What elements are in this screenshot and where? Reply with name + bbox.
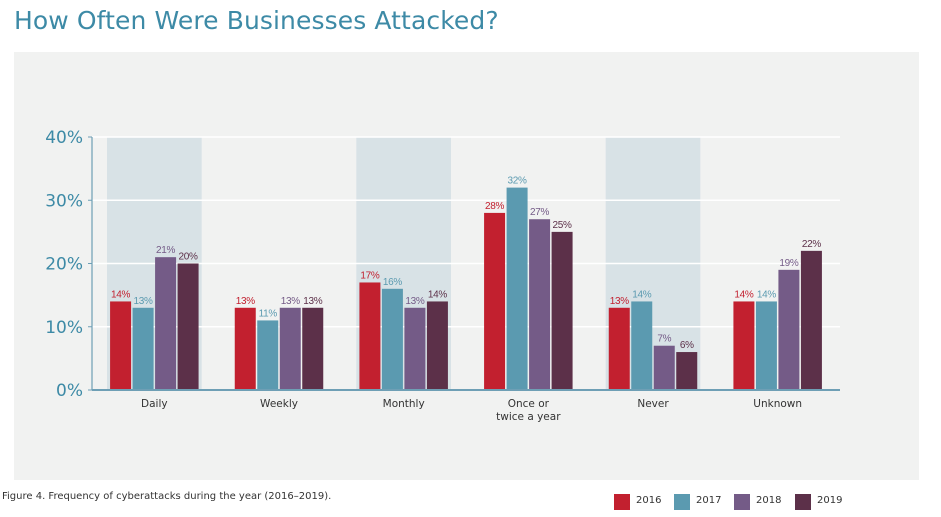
data-label: 14% (632, 289, 652, 300)
legend-swatch-2016 (614, 494, 630, 510)
legend-swatch-2018 (734, 494, 750, 510)
bar-2018 (778, 269, 800, 390)
bar-2017 (506, 187, 528, 390)
bar-2019 (800, 250, 822, 390)
data-label: 16% (383, 277, 403, 288)
bar-2016 (234, 307, 256, 390)
bar-2018 (279, 307, 301, 390)
x-tick-label: Unknown (753, 398, 802, 410)
data-label: 14% (111, 289, 131, 300)
data-label: 14% (734, 289, 754, 300)
legend-swatch-2017 (674, 494, 690, 510)
data-label: 6% (680, 340, 694, 351)
data-label: 14% (757, 289, 777, 300)
legend-label-2016: 2016 (636, 495, 662, 506)
data-label: 13% (610, 296, 630, 307)
x-tick-label: Weekly (260, 398, 298, 410)
bar-2018 (653, 345, 675, 390)
bar-chart: 0%10%20%30%40%14%13%21%20%Daily13%11%13%… (45, 128, 840, 423)
bar-2016 (359, 282, 381, 390)
data-label: 7% (657, 334, 671, 345)
x-tick-label: Once or (508, 398, 550, 410)
x-tick-label: Daily (141, 398, 168, 410)
bar-2019 (426, 301, 448, 390)
bar-2017 (631, 301, 653, 390)
legend-label-2018: 2018 (756, 495, 782, 506)
bar-2018 (529, 219, 551, 390)
data-label: 25% (553, 220, 573, 231)
y-tick-label: 0% (56, 381, 83, 401)
chart-panel: 0% 10% 20% 30% 40% 14% 13% 21% 20% Daily 13% 11% 13%… (14, 52, 919, 510)
data-label: 22% (802, 239, 822, 250)
data-label: 13% (405, 296, 425, 307)
bar-2019 (302, 307, 324, 390)
legend-label-2017: 2017 (696, 495, 722, 506)
x-tick-label: twice a year (496, 411, 561, 423)
y-tick-label: 30% (45, 191, 83, 211)
y-tick-label: 20% (45, 255, 83, 275)
data-label: 13% (134, 296, 154, 307)
bar-2019 (551, 231, 573, 390)
data-label: 13% (303, 296, 323, 307)
data-label: 14% (428, 289, 448, 300)
bar-2016 (484, 212, 506, 390)
legend-swatch-2019 (795, 494, 811, 510)
legend-label-2019: 2019 (817, 495, 843, 506)
bar-2016 (608, 307, 630, 390)
data-label: 17% (360, 270, 380, 281)
bar-2018 (155, 257, 177, 390)
bar-2017 (755, 301, 777, 390)
y-tick-label: 10% (45, 318, 83, 338)
data-label: 20% (179, 252, 199, 263)
bar-2019 (177, 263, 199, 390)
y-tick-label: 40% (45, 128, 83, 148)
bar-2017 (381, 288, 403, 390)
bar-2017 (132, 307, 154, 390)
x-tick-label: Never (637, 398, 669, 410)
data-label: 13% (281, 296, 301, 307)
bar-2018 (404, 307, 426, 390)
data-label: 13% (236, 296, 256, 307)
figure-caption: Figure 4. Frequency of cyberattacks duri… (2, 491, 332, 502)
data-label: 28% (485, 201, 505, 212)
data-label: 21% (156, 245, 176, 256)
chart-title: How Often Were Businesses Attacked? (14, 6, 499, 35)
x-tick-label: Monthly (383, 398, 425, 410)
bar-2016 (733, 301, 755, 390)
data-label: 11% (259, 308, 278, 319)
bar-2016 (110, 301, 132, 390)
data-label: 27% (530, 207, 550, 218)
bar-2019 (676, 352, 698, 390)
data-label: 19% (779, 258, 799, 269)
bar-2017 (257, 320, 279, 390)
data-label: 32% (508, 176, 528, 187)
